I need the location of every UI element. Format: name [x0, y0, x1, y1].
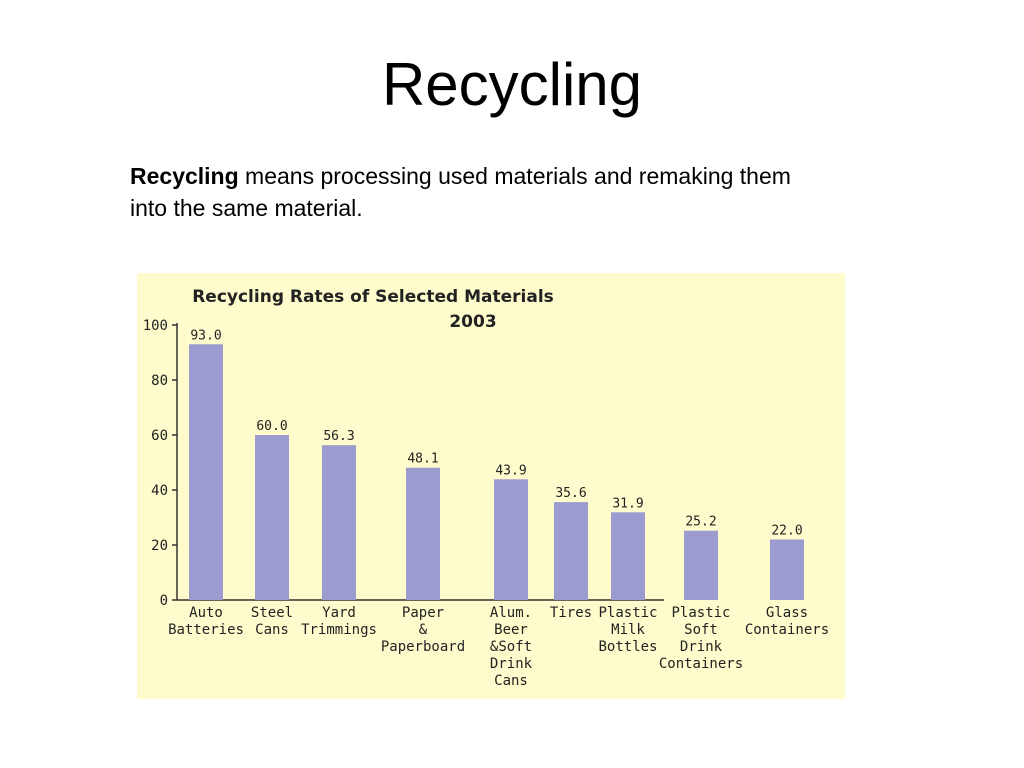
bar-value-label: 25.2 [685, 515, 716, 530]
recycling-rates-chart: Recycling Rates of Selected Materials 20… [137, 273, 845, 699]
bar-value-label: 56.3 [323, 429, 354, 444]
bar-value-label: 43.9 [495, 463, 526, 478]
x-category-label: Yard Trimmings [301, 605, 377, 638]
definition-term: Recycling [130, 163, 239, 189]
y-tick-label: 0 [160, 593, 168, 609]
bar [770, 539, 804, 600]
definition-body: means processing used materials and rema… [130, 163, 791, 221]
bar-value-label: 31.9 [612, 496, 643, 511]
bar [554, 502, 588, 600]
x-category-label: Plastic Soft Drink Containers [659, 605, 743, 672]
y-tick-label: 60 [151, 428, 168, 444]
chart-title-line1: Recycling Rates of Selected Materials [192, 287, 554, 307]
x-category-label: Auto Batteries [168, 605, 244, 638]
bar [255, 435, 289, 600]
bar-value-label: 93.0 [190, 328, 221, 343]
chart-title-line2: 2003 [449, 312, 496, 332]
x-category-label: Alum. Beer &Soft Drink Cans [490, 605, 533, 689]
bar [494, 479, 528, 600]
x-category-label: Paper & Paperboard [381, 605, 465, 655]
bar [189, 344, 223, 600]
y-tick-label: 40 [151, 483, 168, 499]
slide-title: Recycling [381, 51, 643, 118]
y-tick-label: 20 [151, 538, 168, 554]
bar-value-label: 22.0 [771, 524, 802, 539]
bar [611, 512, 645, 600]
bar-value-label: 35.6 [555, 486, 586, 501]
x-category-label: Tires [550, 605, 592, 621]
bar-value-label: 60.0 [256, 419, 287, 434]
bar-value-label: 48.1 [407, 452, 438, 467]
x-category-label: Glass Containers [745, 605, 829, 638]
y-tick-label: 80 [151, 373, 168, 389]
bar [684, 530, 718, 600]
y-tick-label: 100 [143, 318, 168, 334]
chart-axes: 0 20 40 60 80 100 [143, 318, 664, 609]
chart-canvas: Recycling Rates of Selected Materials 20… [143, 287, 829, 689]
definition-text: Recycling means processing used material… [130, 160, 830, 224]
chart-bars: 93.0 Auto Batteries 60.0 Steel Cans 56.3 Yard Tr… [168, 328, 829, 689]
x-category-label: Steel Cans [251, 605, 293, 638]
bar [322, 445, 356, 600]
bar [406, 467, 440, 600]
x-category-label: Plastic Milk Bottles [598, 605, 657, 655]
